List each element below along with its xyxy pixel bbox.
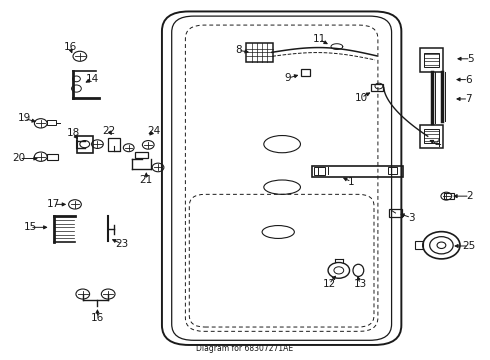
Text: 12: 12 <box>322 279 336 289</box>
Bar <box>108 138 120 151</box>
Text: 18: 18 <box>66 129 80 138</box>
Text: 23: 23 <box>115 239 128 249</box>
Text: 15: 15 <box>24 222 37 232</box>
Bar <box>389 209 402 217</box>
Text: 14: 14 <box>86 74 99 84</box>
Bar <box>444 193 454 199</box>
Bar <box>370 84 383 91</box>
Text: 7: 7 <box>465 94 471 104</box>
Text: 13: 13 <box>354 279 367 289</box>
Bar <box>424 53 439 67</box>
Text: 4: 4 <box>435 139 441 149</box>
Bar <box>314 167 325 175</box>
Bar <box>388 167 397 174</box>
Text: 1: 1 <box>348 177 355 187</box>
Bar <box>301 69 311 76</box>
Text: 2: 2 <box>466 191 473 201</box>
Text: 3: 3 <box>408 213 415 222</box>
Text: 22: 22 <box>102 126 116 135</box>
Text: 11: 11 <box>313 35 326 44</box>
Text: 24: 24 <box>147 126 161 135</box>
Bar <box>312 166 403 177</box>
Text: 8: 8 <box>235 45 242 55</box>
Bar <box>47 154 58 159</box>
Text: 9: 9 <box>285 73 292 83</box>
Text: 16: 16 <box>63 42 77 52</box>
Text: 20: 20 <box>13 153 26 163</box>
Text: 10: 10 <box>355 93 368 103</box>
Bar <box>420 48 443 72</box>
Text: 5: 5 <box>467 54 474 64</box>
Bar <box>415 241 423 249</box>
Text: 16: 16 <box>91 313 104 323</box>
Bar <box>135 152 148 158</box>
Text: 21: 21 <box>140 175 153 185</box>
Bar <box>47 121 56 125</box>
Bar <box>424 129 439 143</box>
Text: 17: 17 <box>47 199 60 210</box>
Bar <box>420 125 443 148</box>
Text: Diagram for 68307271AE: Diagram for 68307271AE <box>196 344 294 353</box>
Text: 25: 25 <box>462 241 475 251</box>
Text: 6: 6 <box>465 75 471 85</box>
Bar <box>246 43 273 62</box>
Text: 19: 19 <box>18 113 31 123</box>
Bar <box>77 135 93 153</box>
